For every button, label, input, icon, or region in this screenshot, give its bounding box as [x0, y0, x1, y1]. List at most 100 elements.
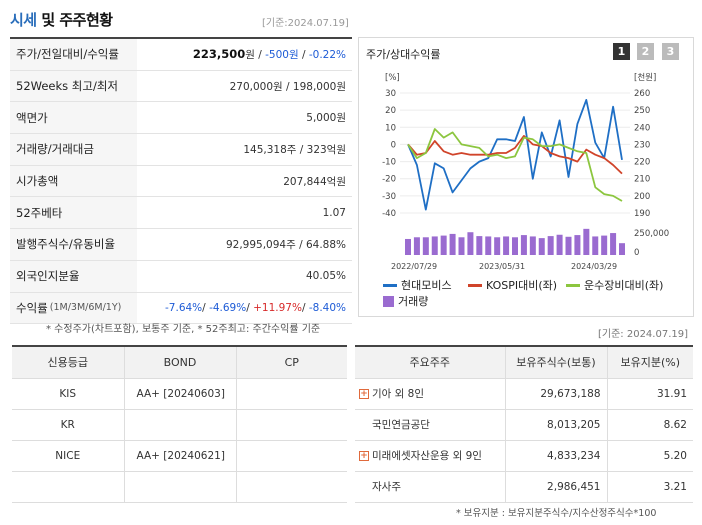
price-chart: [%] [천원] 30 260 20 250 10 240 0 230 -10 220 -20 210 -3… [382, 72, 669, 271]
volume-bar [422, 237, 429, 255]
left-tick-label: -30 [382, 192, 396, 202]
table-row [12, 471, 347, 503]
volume-bar [520, 235, 527, 255]
section-title-primary: 시세 [10, 11, 37, 29]
row-label: 외국인지분율 [10, 260, 137, 292]
volume-zero-label: 0 [634, 248, 639, 258]
x-tick-label: 2023/05/31 [479, 262, 525, 271]
chart-page-1-button[interactable]: 1 [613, 43, 630, 60]
volume-bar [503, 236, 510, 255]
legend-item-stock[interactable]: 현대모비스 [383, 277, 452, 293]
current-price: 223,500 [192, 46, 246, 61]
table-row: 자사주 2,986,451 3.21 [355, 471, 693, 503]
expand-icon[interactable]: + [359, 389, 369, 399]
row-value: 270,000원 / 198,000원 [229, 80, 346, 93]
row-value: 40.05% [305, 270, 346, 283]
return-3m: -4.69% [209, 301, 247, 314]
col-header: 보유주식수(보통) [504, 346, 607, 379]
shareholder-table: 주요주주 보유주식수(보통) 보유지분(%) + 기아 외 8인 29,673,1… [355, 345, 693, 503]
row-returns: 수익률 (1M/3M/6M/1Y) -7.64%/ -4.69%/ +11.97%… [10, 292, 352, 325]
col-header: 신용등급 [12, 346, 124, 379]
return-6m: +11.97% [253, 301, 302, 314]
row-label: 거래량/거래대금 [10, 134, 137, 165]
legend-swatch [383, 283, 397, 287]
footnote: * 수정주가(차트포함), 보통주 기준, * 52주최고: 주간수익률 기준 [46, 324, 321, 335]
volume-bar [565, 236, 572, 255]
table-row: + 기아 외 8인 29,673,188 31.91 [355, 378, 693, 410]
return-1m: -7.64% [165, 301, 203, 314]
row-value: 92,995,094주 / 64.88% [225, 238, 346, 251]
volume-bar [494, 237, 501, 255]
chart-page-3-button[interactable]: 3 [662, 43, 679, 60]
row-shares: 발행주식수/유동비율 92,995,094주 / 64.88% [10, 229, 352, 261]
col-header: CP [235, 346, 347, 379]
row-label: 수익률 (1M/3M/6M/1Y) [10, 292, 137, 324]
volume-bar [485, 236, 492, 255]
table-row: KIS AA+ [20240603] [12, 378, 347, 410]
volume-bar [547, 236, 554, 255]
legend-item-kospi[interactable]: KOSPI대비(좌) [468, 277, 557, 293]
reference-date: [기준:2024.07.19] [262, 18, 349, 29]
legend-swatch [383, 295, 394, 307]
legend-swatch [468, 283, 482, 287]
volume-bar [440, 235, 447, 255]
volume-bar [538, 238, 545, 255]
volume-bar [467, 232, 474, 255]
col-header: 보유지분(%) [606, 346, 693, 379]
row-price: 주가/전일대비/수익률 223,500원 / -500원 / -0.22% [10, 39, 352, 71]
left-tick-label: 20 [385, 106, 396, 116]
chart-panel [358, 37, 694, 317]
table-row: + 미래에셋자산운용 외 9인 4,833,234 5.20 [355, 440, 693, 472]
volume-bar [431, 236, 438, 255]
row-value: 223,500원 / -500원 / -0.22% [192, 46, 346, 61]
section-title: 시세 및 주주현황 [10, 9, 113, 30]
right-tick-label: 190 [634, 209, 650, 219]
volume-bar [458, 237, 465, 255]
row-par-value: 액면가 5,000원 [10, 102, 352, 135]
volume-tick-label: 250,000 [634, 229, 669, 239]
left-tick-label: -10 [382, 158, 396, 168]
volume-bar [405, 238, 411, 255]
row-value: 5,000원 [306, 112, 346, 125]
row-beta: 52주베타 1.07 [10, 197, 352, 230]
left-tick-label: -20 [382, 175, 396, 185]
x-tick-label: 2024/03/29 [571, 262, 617, 271]
expand-icon[interactable]: + [359, 451, 369, 461]
row-52weeks: 52Weeks 최고/최저 270,000원 / 198,000원 [10, 70, 352, 103]
left-tick-label: -40 [382, 209, 396, 219]
volume-bar [556, 234, 563, 255]
legend-item-volume[interactable]: 거래량 [383, 293, 428, 309]
series-line [407, 135, 623, 175]
row-label: 52Weeks 최고/최저 [10, 70, 137, 102]
volume-bar [601, 235, 608, 255]
col-header: 주요주주 [355, 346, 505, 379]
left-tick-label: 10 [385, 123, 396, 133]
volume-bar [529, 236, 536, 255]
right-tick-label: 210 [634, 175, 650, 185]
row-value: 207,844억원 [283, 175, 346, 188]
row-label: 주가/전일대비/수익률 [10, 39, 137, 70]
volume-bar [512, 237, 518, 255]
left-axis-label: [%] [385, 73, 400, 83]
right-tick-label: 240 [634, 123, 650, 133]
row-label: 발행주식수/유동비율 [10, 229, 137, 260]
table-row: KR [12, 409, 347, 441]
right-tick-label: 220 [634, 158, 650, 168]
row-value: -7.64%/ -4.69%/ +11.97%/ -8.40% [165, 301, 346, 314]
chart-page-2-button[interactable]: 2 [637, 43, 654, 60]
right-tick-label: 200 [634, 192, 650, 202]
section-title-secondary: 및 주주현황 [41, 11, 113, 29]
row-market-cap: 시가총액 207,844억원 [10, 165, 352, 198]
table-row: 국민연금공단 8,013,205 8.62 [355, 409, 693, 441]
legend-swatch [566, 283, 580, 287]
price-rate: -0.22% [308, 48, 346, 61]
row-value: 1.07 [322, 206, 346, 219]
price-summary-table: 주가/전일대비/수익률 223,500원 / -500원 / -0.22% 52… [10, 37, 352, 325]
legend-item-sector[interactable]: 운수장비대비(좌) [566, 277, 663, 293]
series-line [407, 99, 623, 211]
right-tick-label: 260 [634, 89, 650, 99]
return-1y: -8.40% [308, 301, 346, 314]
volume-bar [449, 233, 456, 255]
price-change: -500원 [265, 48, 299, 61]
row-foreign: 외국인지분율 40.05% [10, 260, 352, 293]
